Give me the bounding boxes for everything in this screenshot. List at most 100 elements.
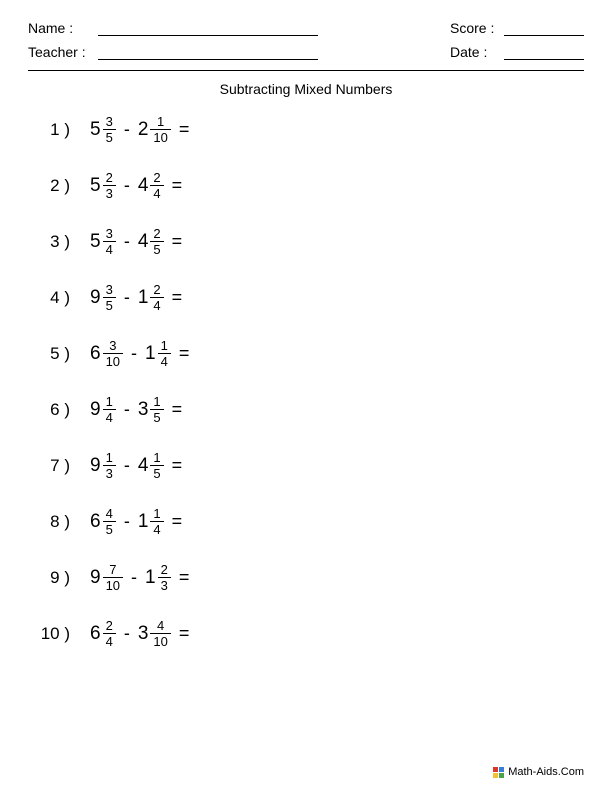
header-right: Score : Date : bbox=[450, 20, 584, 60]
denominator-a: 4 bbox=[103, 241, 116, 256]
fraction-a: 45 bbox=[103, 507, 116, 536]
whole-b: 4 bbox=[138, 455, 151, 477]
numerator-a: 2 bbox=[103, 171, 116, 185]
fraction-b: 14 bbox=[150, 507, 163, 536]
fraction-a: 34 bbox=[103, 227, 116, 256]
footer-logo-icon bbox=[493, 767, 504, 778]
teacher-line bbox=[98, 44, 318, 60]
fraction-b: 23 bbox=[158, 563, 171, 592]
fraction-a: 35 bbox=[103, 283, 116, 312]
numerator-a: 7 bbox=[106, 563, 119, 577]
whole-b: 1 bbox=[138, 287, 151, 309]
equals-sign: = bbox=[164, 399, 183, 420]
numerator-b: 1 bbox=[154, 115, 167, 129]
score-field: Score : bbox=[450, 20, 584, 36]
operand-b: 124 bbox=[138, 283, 164, 312]
denominator-a: 4 bbox=[103, 409, 116, 424]
whole-b: 1 bbox=[145, 343, 158, 365]
equals-sign: = bbox=[164, 455, 183, 476]
denominator-a: 4 bbox=[103, 633, 116, 648]
whole-b: 3 bbox=[138, 623, 151, 645]
denominator-b: 5 bbox=[150, 241, 163, 256]
problem-number: 3 ) bbox=[36, 232, 76, 252]
operator: - bbox=[116, 231, 138, 252]
equals-sign: = bbox=[164, 287, 183, 308]
problem-expression: 914-315= bbox=[76, 395, 182, 424]
operand-a: 935 bbox=[90, 283, 116, 312]
operator: - bbox=[116, 455, 138, 476]
problem-expression: 9710-123= bbox=[76, 563, 189, 592]
problem-row: 1 )535-2110= bbox=[36, 115, 584, 144]
operand-b: 2110 bbox=[138, 115, 171, 144]
operand-b: 123 bbox=[145, 563, 171, 592]
fraction-b: 15 bbox=[150, 395, 163, 424]
whole-a: 9 bbox=[90, 287, 103, 309]
denominator-a: 3 bbox=[103, 465, 116, 480]
whole-b: 2 bbox=[138, 119, 151, 141]
denominator-b: 10 bbox=[150, 633, 170, 648]
denominator-a: 5 bbox=[103, 521, 116, 536]
problem-number: 5 ) bbox=[36, 344, 76, 364]
fraction-b: 25 bbox=[150, 227, 163, 256]
score-label: Score : bbox=[450, 20, 504, 36]
fraction-a: 24 bbox=[103, 619, 116, 648]
header-divider bbox=[28, 70, 584, 71]
numerator-a: 3 bbox=[103, 283, 116, 297]
numerator-a: 3 bbox=[103, 227, 116, 241]
fraction-b: 24 bbox=[150, 283, 163, 312]
problem-expression: 624-3410= bbox=[76, 619, 189, 648]
numerator-a: 3 bbox=[103, 115, 116, 129]
worksheet-title: Subtracting Mixed Numbers bbox=[28, 81, 584, 97]
denominator-a: 3 bbox=[103, 185, 116, 200]
problems-list: 1 )535-2110=2 )523-424=3 )534-425=4 )935… bbox=[28, 115, 584, 648]
operand-a: 534 bbox=[90, 227, 116, 256]
date-line bbox=[504, 44, 584, 60]
equals-sign: = bbox=[164, 175, 183, 196]
equals-sign: = bbox=[164, 511, 183, 532]
fraction-b: 15 bbox=[150, 451, 163, 480]
fraction-a: 35 bbox=[103, 115, 116, 144]
footer-text: Math-Aids.Com bbox=[508, 766, 584, 778]
problem-row: 6 )914-315= bbox=[36, 395, 584, 424]
denominator-a: 10 bbox=[103, 577, 123, 592]
operand-b: 315 bbox=[138, 395, 164, 424]
equals-sign: = bbox=[171, 567, 190, 588]
problem-expression: 523-424= bbox=[76, 171, 182, 200]
problem-expression: 535-2110= bbox=[76, 115, 189, 144]
whole-a: 9 bbox=[90, 399, 103, 421]
name-line bbox=[98, 20, 318, 36]
problem-number: 7 ) bbox=[36, 456, 76, 476]
problem-number: 1 ) bbox=[36, 120, 76, 140]
fraction-a: 310 bbox=[103, 339, 123, 368]
numerator-b: 2 bbox=[150, 227, 163, 241]
operator: - bbox=[116, 119, 138, 140]
operator: - bbox=[116, 623, 138, 644]
whole-b: 1 bbox=[138, 511, 151, 533]
fraction-a: 710 bbox=[103, 563, 123, 592]
problem-expression: 645-114= bbox=[76, 507, 182, 536]
operand-b: 114 bbox=[145, 339, 171, 368]
problem-number: 6 ) bbox=[36, 400, 76, 420]
equals-sign: = bbox=[171, 623, 190, 644]
numerator-b: 1 bbox=[158, 339, 171, 353]
whole-a: 5 bbox=[90, 119, 103, 141]
denominator-b: 4 bbox=[150, 185, 163, 200]
whole-b: 3 bbox=[138, 399, 151, 421]
operand-b: 424 bbox=[138, 171, 164, 200]
equals-sign: = bbox=[164, 231, 183, 252]
denominator-b: 10 bbox=[150, 129, 170, 144]
date-label: Date : bbox=[450, 44, 504, 60]
numerator-a: 1 bbox=[103, 451, 116, 465]
problem-row: 8 )645-114= bbox=[36, 507, 584, 536]
whole-b: 4 bbox=[138, 231, 151, 253]
operand-b: 415 bbox=[138, 451, 164, 480]
problem-row: 7 )913-415= bbox=[36, 451, 584, 480]
whole-b: 4 bbox=[138, 175, 151, 197]
denominator-b: 5 bbox=[150, 465, 163, 480]
fraction-b: 410 bbox=[150, 619, 170, 648]
score-line bbox=[504, 20, 584, 36]
header-left: Name : Teacher : bbox=[28, 20, 318, 60]
problem-number: 2 ) bbox=[36, 176, 76, 196]
problem-expression: 935-124= bbox=[76, 283, 182, 312]
problem-number: 10 ) bbox=[36, 624, 76, 644]
